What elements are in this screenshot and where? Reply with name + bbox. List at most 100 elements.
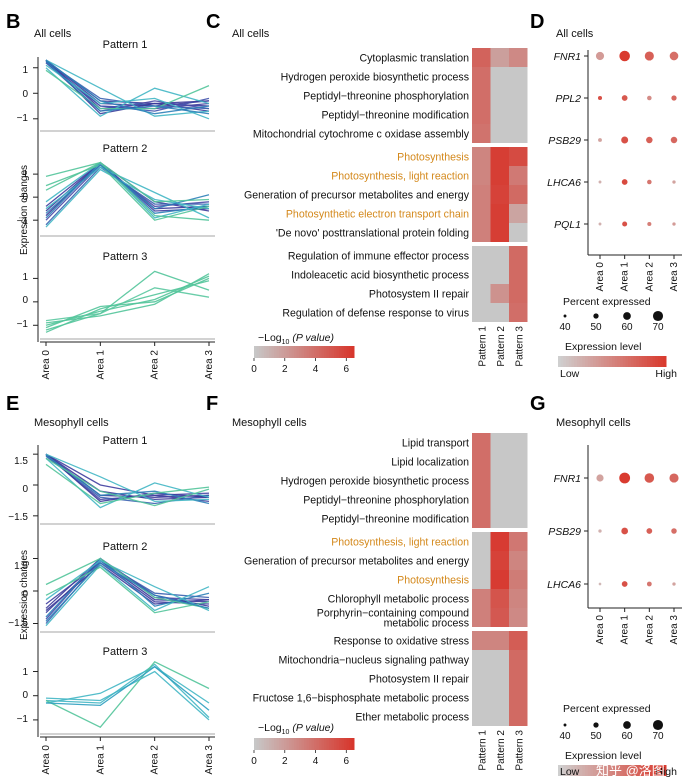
panel-d-size-legend-title: Percent expressed (563, 296, 651, 308)
panel-c-go-term: Regulation of defense response to virus (282, 308, 469, 320)
panel-c-heat-cell (490, 265, 509, 284)
panel-e-profile-line (45, 566, 210, 614)
panel-f-legend-gradient-step (261, 738, 265, 750)
panel-d-color-legend-step (563, 356, 567, 367)
panel-g-color-legend-step (574, 765, 578, 776)
panel-d-color-legend-step (660, 356, 664, 367)
panel-c-legend-gradient-step (334, 346, 337, 358)
panel-g-dot (646, 581, 652, 587)
panel-g-area-label: Area 1 (620, 615, 631, 645)
panel-d-color-legend-step (606, 356, 610, 367)
panel-e-profile-line (45, 561, 210, 622)
panel-d-dot (644, 51, 654, 61)
panel-c-heat-cell (490, 124, 509, 143)
panel-c-legend-gradient-step (329, 346, 332, 358)
panel-d-color-legend-step (558, 356, 562, 367)
panel-b-profile-line (45, 59, 210, 115)
panel-d-gene-label: PQL1 (554, 219, 581, 231)
panel-b-p2-ytick: 0 (22, 192, 28, 203)
panel-g-gene-label: FNR1 (554, 473, 581, 485)
panel-e-p2-ytick: 0 (22, 589, 28, 600)
panel-d-dot (670, 136, 678, 144)
panel-g-color-legend-step (622, 765, 626, 776)
panel-b-profile-line (45, 270, 210, 331)
panel-g-color-legend-step (644, 765, 648, 776)
panel-e-profile-line (45, 660, 210, 729)
panel-c-go-term: Hydrogen peroxide biosynthetic process (281, 72, 469, 84)
panel-d-dot (622, 221, 628, 227)
panel-d-size-legend-dot (652, 310, 664, 322)
panel-c-go-term: Regulation of immune effector process (288, 251, 469, 263)
panel-g-color-legend-step (593, 765, 597, 776)
panel-f-heat-cell (472, 650, 491, 669)
panel-e-xtick-label: Area 0 (41, 745, 52, 775)
panel-f-heat-cell (472, 688, 491, 707)
panel-d-color-legend-step (612, 356, 616, 367)
panel-e-profile-line (45, 557, 210, 618)
panel-d-area-label: Area 2 (644, 262, 655, 292)
panel-f-heat-cell (490, 471, 509, 490)
panel-g-dot (598, 582, 602, 586)
panel-g-color-legend-step (566, 765, 570, 776)
panel-c-legend-gradient-step (301, 346, 305, 358)
panel-d-color-legend-step (566, 356, 570, 367)
panel-c-group-separator (222, 143, 528, 147)
panel-f-heat-cell (509, 509, 528, 528)
panel-c-legend-gradient-step (256, 346, 260, 358)
panel-d-color-legend-step (560, 356, 564, 367)
panel-c-legend-gradient-step (324, 346, 327, 358)
panel-g-color-legend-step (579, 765, 583, 776)
panel-d-area-label: Area 1 (620, 262, 631, 292)
panel-c-heat-cell (509, 67, 528, 86)
panel-c-heat-cell (472, 303, 491, 322)
panel-f-go-term: Peptidyl−threonine phosphorylation (303, 495, 469, 507)
panel-d-size-legend-dot (623, 312, 631, 320)
panel-e-pattern1-title: Pattern 1 (103, 435, 148, 447)
panel-e-xtick-label: Area 1 (95, 745, 106, 775)
panel-f-heat-cell (490, 650, 509, 669)
panel-d-color-legend-step (582, 356, 586, 367)
panel-g-size-legend: Percent expressed 40 50 60 70 (559, 703, 664, 742)
panel-f-legend-gradient-step (276, 738, 280, 750)
panel-f-legend-gradient-step (329, 738, 332, 750)
panel-d-gene-label: LHCA6 (547, 177, 581, 189)
panel-c-legend-tick-label: 4 (313, 364, 319, 375)
panel-c-heat-cell (472, 48, 491, 67)
panel-d-size-legend: Percent expressed 40 50 60 70 (559, 296, 664, 333)
panel-e-p2-ytick: −1.5 (8, 618, 28, 629)
panel-g-color-legend-step (657, 765, 662, 776)
panel-d-color-legend: Expression level Low High (558, 341, 677, 380)
panel-f-color-legend: −Log10 (P value) 0 2 4 6 (251, 722, 355, 767)
panel-g-size-legend-label: 70 (652, 731, 664, 742)
panel-d-color-legend-step (609, 356, 613, 367)
panel-g-dot (646, 528, 653, 534)
panel-f-legend-gradient-step (321, 738, 325, 750)
panel-f-legend-gradient-step (279, 738, 282, 750)
panel-d-gene-label: PPL2 (555, 93, 581, 105)
panel-f-legend-gradient-step (266, 738, 270, 750)
panel-c-heat-cell (490, 48, 509, 67)
panel-g-color-low: Low (560, 766, 580, 778)
panel-c-legend-gradient-step (254, 346, 257, 358)
panel-f-column-label: Pattern 3 (514, 730, 525, 771)
panel-d-dot (597, 95, 603, 101)
panel-c-legend-gradient-step (336, 346, 340, 358)
panel-d-dot (621, 179, 628, 185)
panel-f-heat-cell (509, 631, 528, 650)
panel-d-dot (598, 138, 602, 142)
panel-f-legend-gradient-step (316, 738, 320, 750)
panel-d-dot (672, 180, 676, 184)
panel-b-xtick-label: Area 0 (41, 350, 52, 380)
panel-b-profile-line (45, 164, 210, 214)
panel-c-heat-cell (490, 303, 509, 322)
panel-e-profile-line (45, 457, 210, 507)
panel-c-legend-gradient-step (341, 346, 345, 358)
panel-g-color-legend-step (663, 765, 667, 776)
panel-b-p2-ytick: −1 (17, 216, 29, 227)
panel-c-go-term: Generation of precursor metabolites and … (244, 190, 470, 202)
panel-c-heat-cell (490, 86, 509, 105)
panel-f-legend-gradient-step (314, 738, 317, 750)
panel-e-profile-line (45, 559, 210, 614)
panel-f-legend-gradient-step (346, 738, 350, 750)
panel-d-dot (621, 95, 628, 101)
